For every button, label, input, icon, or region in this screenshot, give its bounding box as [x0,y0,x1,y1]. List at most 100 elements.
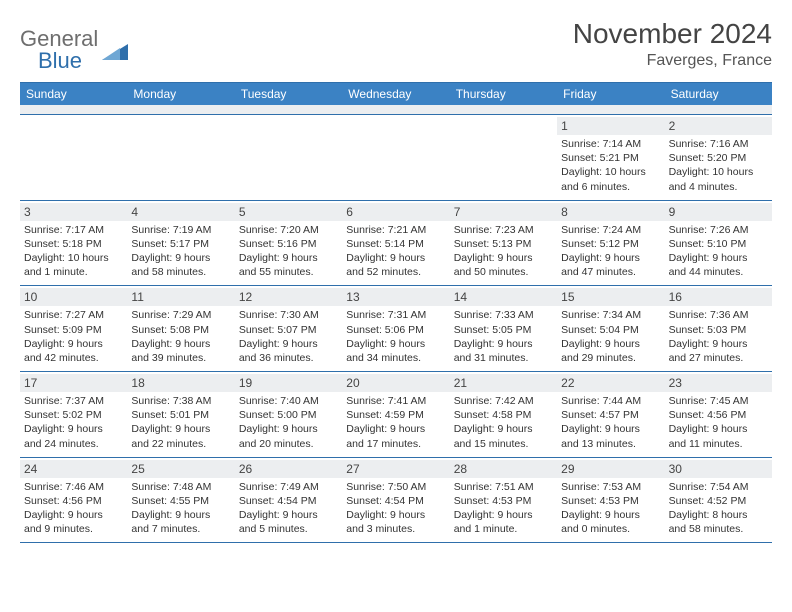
day-number: 27 [342,460,449,478]
daylight2-text: and 31 minutes. [454,351,553,365]
sunset-text: Sunset: 5:20 PM [669,151,768,165]
day-number: 24 [20,460,127,478]
day-cell: 23Sunrise: 7:45 AMSunset: 4:56 PMDayligh… [665,372,772,457]
daylight2-text: and 0 minutes. [561,522,660,536]
day-number: 29 [557,460,664,478]
day-number: 3 [20,203,127,221]
daylight1-text: Daylight: 9 hours [131,422,230,436]
daylight2-text: and 11 minutes. [669,437,768,451]
daylight1-text: Daylight: 9 hours [561,251,660,265]
week-row: 17Sunrise: 7:37 AMSunset: 5:02 PMDayligh… [20,372,772,458]
sunrise-text: Sunrise: 7:41 AM [346,394,445,408]
dayhead-saturday: Saturday [665,83,772,105]
daylight1-text: Daylight: 9 hours [669,337,768,351]
daylight1-text: Daylight: 9 hours [131,508,230,522]
daylight2-text: and 1 minute. [454,522,553,536]
day-number: 21 [450,374,557,392]
sunset-text: Sunset: 4:56 PM [669,408,768,422]
sunrise-text: Sunrise: 7:19 AM [131,223,230,237]
sunrise-text: Sunrise: 7:17 AM [24,223,123,237]
daylight1-text: Daylight: 9 hours [24,422,123,436]
day-cell: 7Sunrise: 7:23 AMSunset: 5:13 PMDaylight… [450,201,557,286]
sunrise-text: Sunrise: 7:49 AM [239,480,338,494]
daylight1-text: Daylight: 9 hours [24,508,123,522]
sunset-text: Sunset: 4:59 PM [346,408,445,422]
daylight1-text: Daylight: 9 hours [346,508,445,522]
daylight1-text: Daylight: 9 hours [346,251,445,265]
day-number: 9 [665,203,772,221]
sunrise-text: Sunrise: 7:46 AM [24,480,123,494]
sunrise-text: Sunrise: 7:20 AM [239,223,338,237]
daylight2-text: and 1 minute. [24,265,123,279]
sunset-text: Sunset: 4:55 PM [131,494,230,508]
dayhead-thursday: Thursday [450,83,557,105]
day-cell: 16Sunrise: 7:36 AMSunset: 5:03 PMDayligh… [665,286,772,371]
logo: General Blue [20,18,128,74]
day-number: 13 [342,288,449,306]
daylight2-text: and 36 minutes. [239,351,338,365]
sunset-text: Sunset: 4:54 PM [346,494,445,508]
month-title: November 2024 [573,18,772,50]
sunrise-text: Sunrise: 7:51 AM [454,480,553,494]
sunrise-text: Sunrise: 7:21 AM [346,223,445,237]
sunrise-text: Sunrise: 7:24 AM [561,223,660,237]
daylight1-text: Daylight: 9 hours [239,422,338,436]
daylight1-text: Daylight: 9 hours [669,251,768,265]
sunset-text: Sunset: 5:10 PM [669,237,768,251]
daylight1-text: Daylight: 9 hours [346,422,445,436]
sunrise-text: Sunrise: 7:37 AM [24,394,123,408]
logo-triangle-icon [102,40,128,60]
daylight2-text: and 22 minutes. [131,437,230,451]
sunrise-text: Sunrise: 7:45 AM [669,394,768,408]
day-cell: 21Sunrise: 7:42 AMSunset: 4:58 PMDayligh… [450,372,557,457]
sunset-text: Sunset: 4:52 PM [669,494,768,508]
day-cell: 26Sunrise: 7:49 AMSunset: 4:54 PMDayligh… [235,458,342,543]
day-number: 12 [235,288,342,306]
sunset-text: Sunset: 5:14 PM [346,237,445,251]
day-number: 22 [557,374,664,392]
day-cell: 20Sunrise: 7:41 AMSunset: 4:59 PMDayligh… [342,372,449,457]
day-cell: 6 Sunrise: 7:21 AMSunset: 5:14 PMDaylight… [342,201,449,286]
day-number: 2 [665,117,772,135]
daylight1-text: Daylight: 9 hours [454,337,553,351]
daylight1-text: Daylight: 9 hours [239,337,338,351]
day-number: 14 [450,288,557,306]
sunset-text: Sunset: 4:56 PM [24,494,123,508]
day-cell: . [450,115,557,200]
day-cell: . [342,115,449,200]
sunrise-text: Sunrise: 7:54 AM [669,480,768,494]
daylight1-text: Daylight: 10 hours [669,165,768,179]
day-cell: 2Sunrise: 7:16 AMSunset: 5:20 PMDaylight… [665,115,772,200]
daylight2-text: and 20 minutes. [239,437,338,451]
sunrise-text: Sunrise: 7:27 AM [24,308,123,322]
daylight1-text: Daylight: 9 hours [561,508,660,522]
daylight2-text: and 39 minutes. [131,351,230,365]
sunrise-text: Sunrise: 7:23 AM [454,223,553,237]
sunrise-text: Sunrise: 7:30 AM [239,308,338,322]
day-number: 30 [665,460,772,478]
day-number: 16 [665,288,772,306]
daylight2-text: and 27 minutes. [669,351,768,365]
daylight2-text: and 5 minutes. [239,522,338,536]
location-label: Faverges, France [573,52,772,70]
day-cell: 22Sunrise: 7:44 AMSunset: 4:57 PMDayligh… [557,372,664,457]
daylight2-text: and 6 minutes. [561,180,660,194]
day-cell: 29Sunrise: 7:53 AMSunset: 4:53 PMDayligh… [557,458,664,543]
daylight1-text: Daylight: 9 hours [454,508,553,522]
day-cell: 24 Sunrise: 7:46 AMSunset: 4:56 PMDayligh… [20,458,127,543]
daylight2-text: and 50 minutes. [454,265,553,279]
day-number: 23 [665,374,772,392]
sunset-text: Sunset: 5:07 PM [239,323,338,337]
daylight2-text: and 52 minutes. [346,265,445,279]
sunset-text: Sunset: 4:54 PM [239,494,338,508]
sunrise-text: Sunrise: 7:33 AM [454,308,553,322]
day-cell: 12 Sunrise: 7:30 AMSunset: 5:07 PMDayligh… [235,286,342,371]
sunset-text: Sunset: 5:00 PM [239,408,338,422]
sunset-text: Sunset: 5:21 PM [561,151,660,165]
day-number: 6 [342,203,449,221]
daylight2-text: and 15 minutes. [454,437,553,451]
daylight1-text: Daylight: 10 hours [24,251,123,265]
day-cell: 18Sunrise: 7:38 AMSunset: 5:01 PMDayligh… [127,372,234,457]
day-cell: 27Sunrise: 7:50 AMSunset: 4:54 PMDayligh… [342,458,449,543]
day-number: 10 [20,288,127,306]
